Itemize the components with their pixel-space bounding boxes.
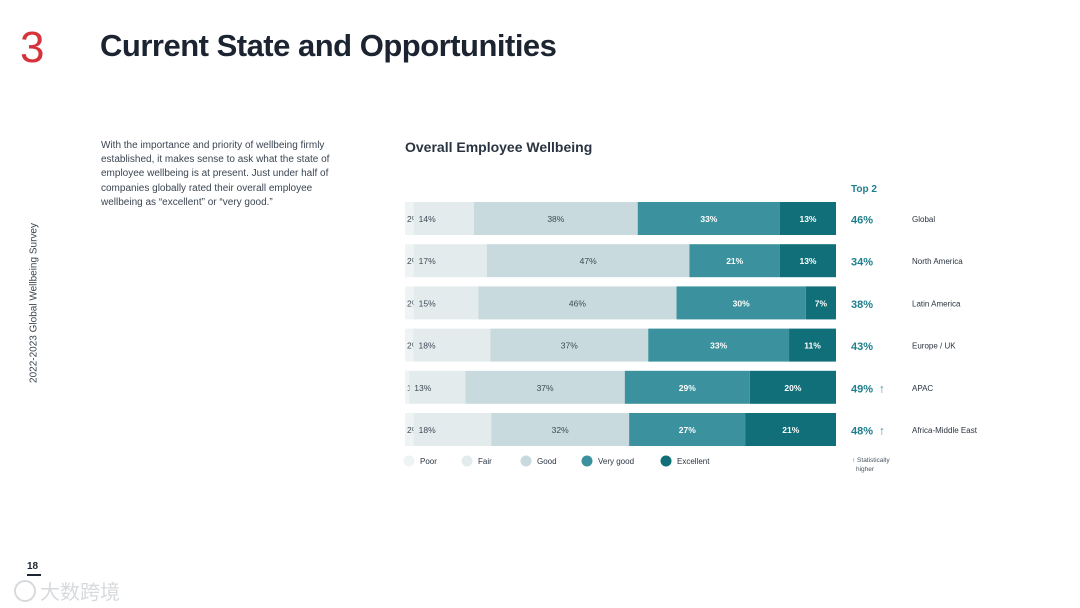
bar-label: 37%	[537, 383, 554, 393]
bar-poor	[405, 413, 414, 446]
bar-fair	[413, 286, 479, 320]
bar-label: 2%	[407, 256, 420, 266]
bar-label: 17%	[419, 256, 436, 266]
category-label: Global	[912, 215, 935, 224]
bar-label: 20%	[784, 383, 801, 393]
top2-value: 34%	[851, 257, 873, 269]
significance-note: higher	[856, 466, 875, 473]
bar-label: 15%	[419, 298, 436, 308]
legend-swatch	[461, 455, 473, 467]
bar-excellent	[805, 286, 836, 320]
bar-poor	[405, 370, 410, 404]
bar-label: 18%	[419, 341, 436, 351]
bar-poor	[405, 328, 414, 362]
bar-very-good	[629, 413, 746, 446]
section-number: 3	[20, 23, 45, 72]
significance-arrow-icon: ↑	[879, 424, 885, 438]
legend-label: Excellent	[677, 457, 710, 466]
bar-good	[465, 370, 625, 404]
bar-label: 29%	[679, 383, 696, 393]
significance-arrow-icon: ↑	[879, 381, 885, 395]
legend-label: Poor	[420, 457, 437, 466]
bar-fair	[413, 202, 474, 235]
top2-value: 46%	[851, 215, 873, 227]
legend-swatch	[660, 455, 672, 467]
bar-label: 46%	[569, 298, 586, 308]
legend-label: Very good	[598, 457, 634, 466]
bar-poor	[405, 244, 414, 278]
bar-label: 2%	[407, 341, 420, 351]
bar-label: 32%	[552, 425, 569, 435]
significance-note: ↑ Statistically	[852, 457, 890, 464]
bar-label: 21%	[726, 256, 743, 266]
bar-label: 18%	[419, 425, 436, 435]
legend-label: Fair	[478, 457, 492, 466]
bar-excellent	[779, 244, 836, 278]
top2-value: 38%	[851, 299, 873, 311]
bar-good	[473, 202, 638, 235]
bar-good	[486, 244, 690, 278]
bar-label: 47%	[580, 256, 597, 266]
top2-header: Top 2	[851, 184, 877, 195]
bar-label: 27%	[679, 425, 696, 435]
category-label: Latin America	[912, 299, 961, 308]
bar-good	[491, 413, 630, 446]
category-label: Europe / UK	[912, 342, 956, 351]
bar-fair	[413, 413, 492, 446]
category-label: APAC	[912, 384, 933, 393]
intro-paragraph: With the importance and priority of well…	[101, 140, 330, 208]
bar-very-good	[676, 286, 806, 320]
watermark: 大数跨境	[14, 576, 120, 605]
legend-swatch	[581, 455, 593, 467]
page-title: Current State and Opportunities	[100, 28, 557, 63]
bar-fair	[413, 328, 491, 362]
bar-very-good	[689, 244, 780, 278]
bar-very-good	[637, 202, 780, 235]
bar-label: 21%	[782, 425, 799, 435]
bar-label: 37%	[561, 341, 578, 351]
bar-label: 2%	[407, 298, 420, 308]
category-label: North America	[912, 257, 963, 266]
bar-poor	[405, 202, 414, 235]
top2-value: 48%	[851, 426, 873, 438]
bar-label: 2%	[407, 214, 420, 224]
top2-value: 43%	[851, 341, 873, 353]
bar-label: 11%	[804, 341, 821, 351]
bar-label: 33%	[710, 341, 727, 351]
bar-label: 13%	[799, 214, 816, 224]
bar-good	[490, 328, 649, 362]
legend-swatch	[403, 455, 415, 467]
bar-excellent	[779, 202, 836, 235]
bar-excellent	[789, 328, 836, 362]
bar-label: 13%	[799, 256, 816, 266]
bar-label: 30%	[733, 298, 750, 308]
bar-excellent	[745, 413, 836, 446]
bar-label: 2%	[407, 425, 420, 435]
bar-very-good	[648, 328, 790, 362]
bar-excellent	[749, 370, 836, 404]
bar-poor	[405, 286, 414, 320]
watermark-text: 大数跨境	[40, 582, 120, 604]
bar-good	[478, 286, 677, 320]
top2-value: 49%	[851, 383, 873, 395]
legend-swatch	[520, 455, 532, 467]
bar-label: 38%	[547, 214, 564, 224]
bar-label: 33%	[700, 214, 717, 224]
chart-title: Overall Employee Wellbeing	[405, 139, 593, 155]
bar-fair	[409, 370, 466, 404]
bar-very-good	[624, 370, 750, 404]
bar-label: 14%	[419, 214, 436, 224]
page-number: 18	[27, 561, 42, 576]
watermark-logo-icon	[14, 579, 36, 602]
category-label: Africa-Middle East	[912, 426, 978, 435]
legend-label: Good	[537, 457, 557, 466]
bar-label: 13%	[414, 383, 431, 393]
bar-label: 7%	[815, 298, 828, 308]
bar-fair	[413, 244, 487, 278]
